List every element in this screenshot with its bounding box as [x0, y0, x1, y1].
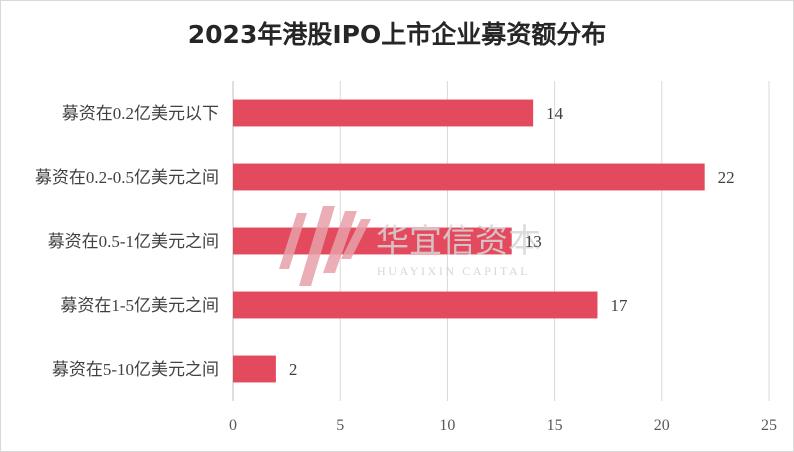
x-tick-label: 10	[439, 417, 455, 434]
data-label: 17	[610, 296, 628, 315]
data-label: 22	[718, 168, 735, 187]
bar	[233, 99, 534, 127]
bar	[233, 355, 276, 383]
category-label: 募资在5-10亿美元之间	[52, 360, 219, 379]
x-tick-label: 5	[336, 417, 344, 434]
x-tick-label: 25	[761, 417, 777, 434]
x-tick-label: 0	[229, 417, 237, 434]
watermark-text-en: HUAYIXIN CAPITAL	[377, 264, 530, 278]
watermark-text-cn: 华宜信资本	[376, 223, 541, 260]
data-label: 14	[546, 104, 564, 123]
data-label: 2	[289, 360, 298, 379]
bar	[233, 163, 705, 191]
category-label: 募资在0.2-0.5亿美元之间	[35, 168, 219, 187]
category-label: 募资在1-5亿美元之间	[60, 296, 219, 315]
bar	[233, 227, 512, 255]
bar-layer	[233, 99, 705, 383]
bar	[233, 291, 598, 319]
x-tick-label: 15	[547, 417, 563, 434]
watermark-logo-icon	[279, 206, 371, 286]
category-label: 募资在0.5-1亿美元之间	[48, 232, 219, 251]
category-label: 募资在0.2亿美元以下	[62, 104, 219, 123]
chart-title: 2023年港股IPO上市企业募资额分布	[187, 20, 607, 49]
data-label: 13	[525, 232, 542, 251]
x-tick-label: 20	[654, 417, 670, 434]
watermark: 华宜信资本 HUAYIXIN CAPITAL	[279, 206, 541, 286]
